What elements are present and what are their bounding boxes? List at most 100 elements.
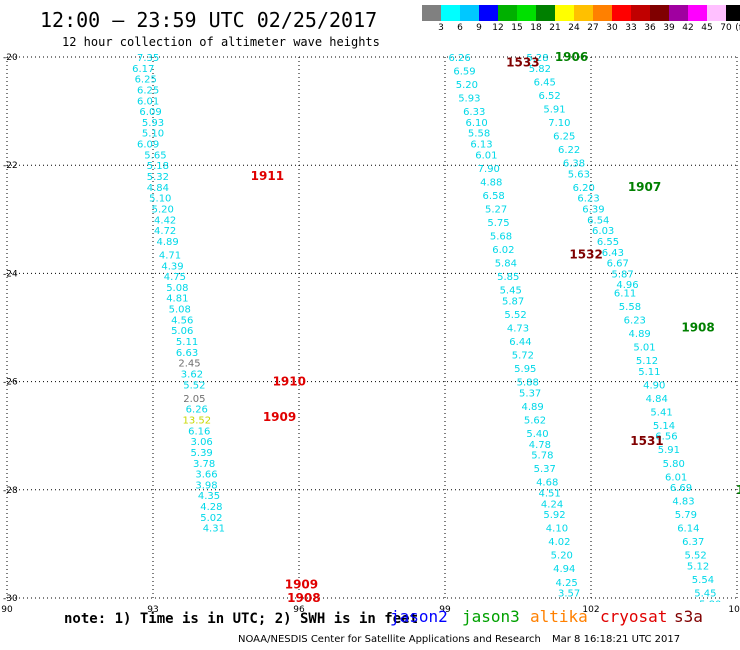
swh-value-label: 5.32 [147, 172, 169, 183]
swh-value-label: 4.71 [159, 250, 181, 261]
swh-value-label: 5.93 [458, 94, 480, 105]
color-scale-label: 27 [587, 23, 599, 33]
x-tick-label: 102 [582, 605, 599, 615]
swh-value-label: 5.52 [685, 551, 707, 562]
swh-value-label: 7.90 [478, 164, 500, 175]
swh-value-label: 2.05 [183, 394, 205, 405]
swh-value-label: 5.28 [526, 53, 548, 64]
swh-value-label: 6.09 [137, 140, 159, 151]
swh-value-label: 5.10 [142, 129, 164, 140]
swh-value-label: 6.54 [587, 215, 609, 226]
x-tick-label: 105 [728, 605, 740, 615]
pass-number-label: 1911 [251, 169, 284, 183]
swh-value-label: 5.52 [504, 310, 526, 321]
swh-value-label: 5.82 [529, 64, 551, 75]
color-scale-label: 3 [438, 23, 444, 33]
swh-value-label: 5.93 [142, 118, 164, 129]
swh-value-label: 6.01 [475, 150, 497, 161]
swh-value-label: 5.11 [638, 367, 660, 378]
swh-value-label: 6.52 [539, 91, 561, 102]
color-scale-label: 45 [701, 23, 713, 33]
color-scale-cell [593, 5, 612, 21]
color-scale-label: 39 [663, 23, 675, 33]
swh-value-label: 4.89 [521, 402, 543, 413]
swh-value-label: 3.78 [193, 459, 215, 470]
swh-value-label: 4.84 [147, 183, 169, 194]
swh-value-label: 6.59 [453, 67, 475, 78]
timestamp-text: Mar 8 16:18:21 UTC 2017 [552, 634, 681, 645]
swh-value-label: 5.87 [612, 269, 634, 280]
credit-text: NOAA/NESDIS Center for Satellite Applica… [238, 634, 541, 645]
swh-value-label: 4.89 [156, 237, 178, 248]
color-scale-cell [517, 5, 536, 21]
swh-value-label: 5.91 [658, 445, 680, 456]
swh-value-label: 4.31 [203, 524, 225, 535]
swh-value-label: 5.08 [169, 305, 191, 316]
swh-value-label: 5.92 [543, 510, 565, 521]
swh-value-label: 4.02 [548, 537, 570, 548]
swh-value-label: 6.17 [132, 64, 154, 75]
swh-value-label: 6.23 [577, 194, 599, 205]
color-scale-cell [574, 5, 593, 21]
swh-value-label: 5.27 [485, 204, 507, 215]
swh-value-label: 4.10 [546, 524, 568, 535]
swh-value-label: 4.72 [154, 226, 176, 237]
legend-jason2: jason2 [390, 607, 448, 626]
swh-value-label: 6.58 [483, 191, 505, 202]
swh-value-label: 5.58 [619, 302, 641, 313]
swh-value-label: 5.85 [497, 272, 519, 283]
swh-value-label: 5.20 [551, 551, 573, 562]
swh-value-label: 6.69 [670, 483, 692, 494]
x-tick-label: 90 [1, 605, 13, 615]
swh-value-label: 6.67 [607, 259, 629, 270]
color-scale-cell [536, 5, 555, 21]
legend-s3a: s3a [674, 607, 703, 626]
footer-note: note: 1) Time is in UTC; 2) SWH is in fe… [64, 611, 419, 627]
swh-value-label: 5.78 [531, 451, 553, 462]
swh-value-label: 3.66 [195, 470, 217, 481]
swh-value-label: 7.10 [548, 118, 570, 129]
swh-value-label: 5.10 [149, 194, 171, 205]
y-tick-label: -30 [3, 594, 18, 604]
color-scale-label: (ft) [735, 23, 740, 33]
swh-value-label: 3.06 [191, 437, 213, 448]
swh-value-label: 5.79 [675, 510, 697, 521]
color-scale-label: 6 [457, 23, 463, 33]
swh-value-label: 4.39 [161, 261, 183, 272]
color-scale-cell [498, 5, 517, 21]
swh-value-label: 6.20 [573, 183, 595, 194]
swh-value-label: 4.51 [539, 489, 561, 500]
swh-value-label: 6.25 [135, 75, 157, 86]
color-scale-label: 70 [720, 23, 732, 33]
swh-value-label: 4.68 [536, 478, 558, 489]
swh-value-label: 6.43 [602, 248, 624, 259]
pass-number-label: 1531 [630, 434, 663, 448]
swh-value-label: 4.35 [198, 491, 220, 502]
color-scale-cell [707, 5, 726, 21]
swh-value-label: 5.02 [200, 513, 222, 524]
pass-number-label: 1906 [555, 50, 588, 64]
color-scale-cell [688, 5, 707, 21]
swh-value-label: 5.84 [495, 259, 517, 270]
y-tick-label: -24 [3, 269, 18, 279]
y-tick-label: -22 [3, 161, 18, 171]
pass-number-label: 1533 [506, 55, 539, 69]
color-scale-cell [631, 5, 650, 21]
swh-value-label: 4.81 [166, 294, 188, 305]
swh-value-label: 5.72 [512, 351, 534, 362]
color-scale-cell [650, 5, 669, 21]
track-b: 6.26 6.59 5.20 5.93 6.336.105.586.136.01 7.90… [448, 53, 580, 600]
color-scale-label: 33 [625, 23, 637, 33]
color-scale-label: 9 [476, 23, 482, 33]
swh-value-label: 6.01 [665, 472, 687, 483]
y-tick-label: -26 [3, 378, 18, 388]
color-scale-cell [422, 5, 441, 21]
swh-value-label: 5.12 [687, 562, 709, 573]
swh-value-label: 6.39 [582, 204, 604, 215]
pass-number-label: 1907 [628, 180, 661, 194]
swh-value-label: 4.78 [529, 440, 551, 451]
swh-value-label: 5.80 [663, 459, 685, 470]
color-scale-cell [669, 5, 688, 21]
color-scale-bar [422, 5, 740, 21]
